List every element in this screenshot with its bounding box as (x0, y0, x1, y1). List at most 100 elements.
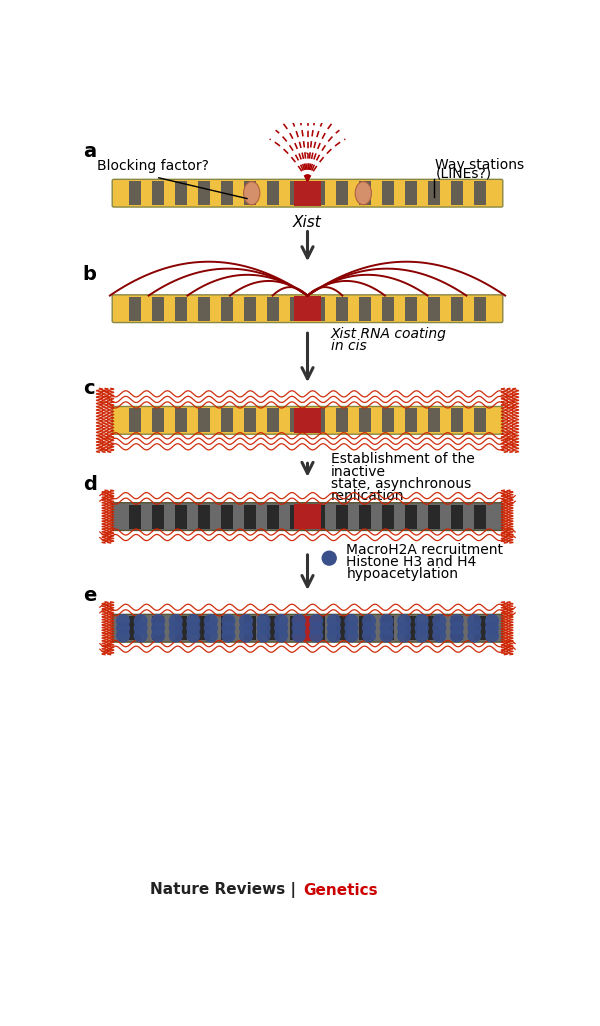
Circle shape (451, 622, 463, 634)
Bar (129, 182, 141, 205)
Circle shape (205, 615, 217, 627)
Bar (359, 408, 371, 432)
Circle shape (485, 629, 499, 642)
Circle shape (345, 629, 358, 642)
Circle shape (292, 629, 305, 642)
Circle shape (451, 615, 463, 627)
Bar (198, 617, 210, 640)
Bar (474, 182, 486, 205)
Bar (267, 408, 279, 432)
Circle shape (134, 629, 147, 642)
Circle shape (222, 622, 235, 634)
Text: b: b (83, 265, 97, 284)
Bar (474, 297, 486, 320)
Text: Nature Reviews |: Nature Reviews | (150, 882, 301, 898)
Bar (474, 617, 486, 640)
Text: (LINEs?): (LINEs?) (436, 167, 491, 181)
Bar (382, 297, 394, 320)
Circle shape (398, 629, 410, 642)
Circle shape (310, 629, 323, 642)
Bar (405, 408, 417, 432)
Circle shape (322, 551, 336, 565)
Bar (244, 182, 256, 205)
Bar (152, 505, 164, 528)
Circle shape (433, 629, 446, 642)
Text: MacroH2A recruitment: MacroH2A recruitment (346, 543, 503, 556)
Bar (313, 408, 325, 432)
Bar (129, 408, 141, 432)
Circle shape (116, 622, 130, 634)
Bar (451, 617, 463, 640)
Bar (428, 297, 440, 320)
Bar (336, 505, 348, 528)
Circle shape (485, 622, 499, 634)
Circle shape (239, 615, 253, 627)
Circle shape (468, 622, 481, 634)
Bar (359, 505, 371, 528)
Circle shape (485, 615, 499, 627)
Bar (313, 297, 325, 320)
Circle shape (380, 615, 393, 627)
Ellipse shape (355, 182, 371, 205)
Bar (474, 505, 486, 528)
Bar (198, 182, 210, 205)
Circle shape (116, 615, 130, 627)
Circle shape (380, 629, 393, 642)
Bar (359, 617, 371, 640)
Circle shape (205, 629, 217, 642)
Bar (359, 182, 371, 205)
Bar (175, 297, 187, 320)
Bar (290, 617, 302, 640)
Text: c: c (83, 380, 94, 398)
Text: Histone H3 and H4: Histone H3 and H4 (346, 555, 476, 568)
Bar (290, 182, 302, 205)
Circle shape (415, 629, 428, 642)
Bar (405, 617, 417, 640)
Bar (451, 408, 463, 432)
Bar (221, 617, 233, 640)
Text: in cis: in cis (331, 340, 367, 353)
Circle shape (345, 615, 358, 627)
Bar (336, 297, 348, 320)
Bar (405, 505, 417, 528)
Circle shape (433, 615, 446, 627)
Bar (336, 617, 348, 640)
Bar (313, 505, 325, 528)
Bar (152, 297, 164, 320)
Text: Genetics: Genetics (303, 882, 377, 898)
Bar (336, 182, 348, 205)
Bar (198, 408, 210, 432)
Circle shape (116, 629, 130, 642)
Bar (428, 617, 440, 640)
Bar (428, 408, 440, 432)
Text: Xist: Xist (293, 214, 322, 230)
Bar (382, 182, 394, 205)
Bar (451, 297, 463, 320)
Text: Way stations: Way stations (436, 158, 524, 171)
Circle shape (222, 615, 235, 627)
Circle shape (398, 622, 410, 634)
Bar (294, 297, 321, 321)
Bar (267, 297, 279, 320)
Text: Establishment of the: Establishment of the (331, 452, 475, 467)
Bar (175, 408, 187, 432)
Bar (129, 297, 141, 320)
Circle shape (451, 629, 463, 642)
Bar (382, 617, 394, 640)
Bar (244, 408, 256, 432)
Circle shape (134, 615, 147, 627)
Circle shape (257, 629, 270, 642)
Circle shape (257, 615, 270, 627)
Circle shape (328, 622, 340, 634)
Text: Xist RNA coating: Xist RNA coating (331, 327, 446, 341)
FancyBboxPatch shape (112, 503, 503, 530)
Circle shape (169, 615, 182, 627)
Bar (129, 617, 141, 640)
Bar (267, 505, 279, 528)
Text: replication: replication (331, 489, 404, 504)
Circle shape (187, 622, 200, 634)
Circle shape (152, 622, 164, 634)
Bar (428, 182, 440, 205)
Circle shape (205, 622, 217, 634)
Bar (152, 182, 164, 205)
